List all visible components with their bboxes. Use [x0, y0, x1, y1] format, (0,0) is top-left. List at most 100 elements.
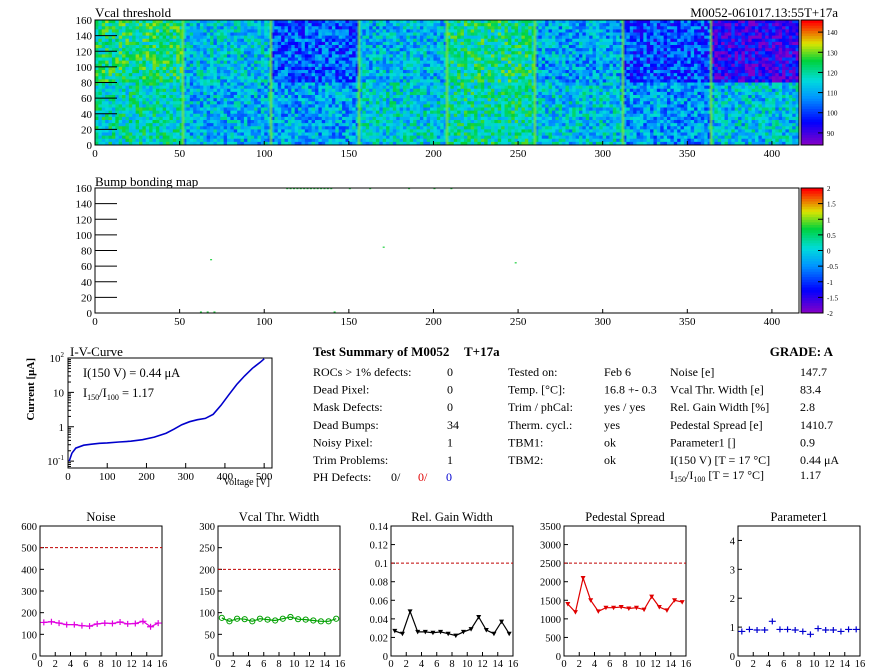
- vcal-cell: [453, 76, 458, 80]
- vcal-cell: [623, 73, 627, 77]
- vcal-cell: [748, 45, 753, 49]
- vcal-cell: [477, 76, 482, 80]
- vcal-cell: [396, 51, 401, 55]
- vcal-cell: [612, 54, 617, 58]
- vcal-cell: [741, 54, 746, 58]
- vcal-cell: [183, 73, 187, 77]
- vcal-cell: [727, 60, 732, 65]
- vcal-cell: [189, 85, 194, 90]
- vcal-cell: [230, 29, 235, 33]
- vcal-cell: [768, 76, 773, 80]
- vcal-cell: [680, 57, 685, 62]
- vcal-cell: [132, 66, 137, 71]
- vcal-cell: [551, 41, 556, 46]
- vcal-cell: [365, 38, 370, 43]
- vcal-cell: [447, 20, 451, 24]
- vcal-cell: [751, 29, 756, 33]
- vcal-cell: [778, 48, 783, 52]
- vcal-cell: [711, 66, 715, 71]
- vcal-cell: [704, 70, 709, 74]
- vcal-cell: [453, 29, 458, 33]
- vcal-cell: [95, 63, 99, 68]
- vcal-cell: [646, 51, 651, 55]
- vcal-cell: [213, 76, 218, 80]
- vcal-cell: [667, 82, 671, 87]
- vcal-cell: [680, 76, 685, 80]
- vcal-cell: [778, 32, 783, 37]
- vcal-cell: [98, 63, 103, 68]
- vcal-cell: [257, 73, 262, 77]
- vcal-cell: [606, 23, 610, 27]
- vcal-cell: [416, 82, 421, 87]
- vcal-cell: [152, 82, 157, 87]
- vcal-cell: [558, 57, 563, 62]
- vcal-cell: [568, 63, 573, 68]
- vcal-cell: [382, 57, 387, 62]
- vcal-cell: [325, 88, 329, 93]
- vcal-cell: [365, 63, 370, 68]
- vcal-cell: [433, 82, 438, 87]
- vcal-cell: [159, 45, 164, 49]
- vcal-cell: [609, 60, 614, 65]
- vcal-cell: [277, 91, 282, 96]
- vcal-cell: [132, 88, 137, 93]
- vcal-cell: [369, 91, 373, 96]
- vcal-cell: [555, 57, 560, 62]
- vcal-cell: [352, 54, 357, 58]
- vcal-cell: [744, 57, 749, 62]
- vcal-cell: [237, 20, 241, 24]
- vcal-cell: [271, 20, 275, 24]
- vcal-cell: [667, 32, 671, 37]
- vcal-cell: [714, 35, 719, 40]
- vcal-cell: [450, 32, 455, 37]
- vcal-cell: [795, 70, 799, 74]
- vcal-cell: [315, 20, 319, 24]
- vcal-cell: [521, 54, 526, 58]
- vcal-cell: [416, 20, 421, 24]
- vcal-cell: [233, 60, 238, 65]
- vcal-cell: [650, 63, 654, 68]
- vcal-cell: [771, 76, 776, 80]
- vcal-cell: [291, 63, 296, 68]
- vcal-cell: [582, 48, 587, 52]
- vcal-cell: [758, 26, 763, 30]
- vcal-cell: [430, 29, 434, 33]
- vcal-cell: [135, 91, 140, 96]
- vcal-cell: [447, 79, 451, 83]
- vcal-cell: [345, 32, 350, 37]
- vcal-cell: [548, 66, 553, 71]
- vcal-cell: [142, 54, 147, 58]
- vcal-cell: [755, 91, 759, 96]
- vcal-cell: [721, 57, 725, 62]
- vcal-cell: [683, 79, 688, 83]
- vcal-cell: [257, 79, 262, 83]
- vcal-cell: [765, 48, 769, 52]
- vcal-cell: [338, 29, 343, 33]
- vcal-cell: [460, 45, 465, 49]
- vcal-cell: [294, 23, 299, 27]
- vcal-cell: [379, 20, 384, 24]
- vcal-cell: [467, 85, 472, 90]
- vcal-cell: [122, 45, 126, 49]
- vcal-cell: [135, 73, 140, 77]
- vcal-cell: [491, 73, 495, 77]
- vcal-cell: [413, 35, 417, 40]
- vcal-cell: [518, 48, 522, 52]
- vcal-cell: [497, 60, 502, 65]
- vcal-cell: [528, 79, 533, 83]
- vcal-cell: [616, 23, 621, 27]
- vcal-cell: [382, 54, 387, 58]
- vcal-cell: [125, 54, 130, 58]
- vcal-cell: [220, 91, 225, 96]
- vcal-cell: [724, 20, 729, 24]
- vcal-cell: [206, 91, 211, 96]
- vcal-cell: [491, 29, 495, 33]
- vcal-cell: [389, 85, 394, 90]
- vcal-cell: [700, 91, 705, 96]
- vcal-cell: [294, 26, 299, 30]
- vcal-cell: [453, 41, 458, 46]
- vcal-cell: [548, 57, 553, 62]
- vcal-cell: [189, 73, 194, 77]
- vcal-cell: [159, 63, 164, 68]
- vcal-cell: [463, 26, 468, 30]
